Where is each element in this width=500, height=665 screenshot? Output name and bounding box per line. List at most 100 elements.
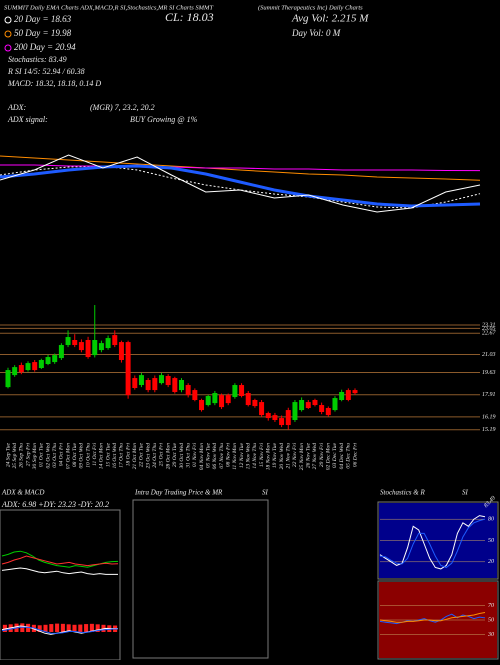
x-tick-label: 06 Dec Fri [352, 443, 358, 468]
candle-body [25, 363, 31, 371]
candle-body [98, 343, 104, 351]
x-tick-label: 11 Oct Fri [92, 443, 98, 466]
y-tick-label: 50 [488, 538, 494, 544]
x-tick-label: 08 Nov Fri [225, 443, 231, 468]
candle-body [205, 396, 211, 406]
x-tick-label: 18 Nov Mon [266, 443, 272, 470]
candle-body [272, 415, 278, 420]
histogram-bar [43, 624, 48, 632]
x-tick-label: 31 Oct Thu [185, 443, 191, 469]
candle-body [352, 390, 358, 394]
y-tick-label: 23.31 [482, 322, 496, 328]
histogram-bar [55, 623, 60, 632]
x-tick-label: 25 Nov Mon [299, 443, 305, 470]
panel [132, 499, 269, 659]
candle-body [145, 380, 151, 391]
x-tick-label: 20 Nov Wed [279, 443, 285, 470]
series-line [379, 612, 486, 623]
series-line [0, 154, 481, 213]
candle-body [305, 402, 311, 408]
candle-body [32, 362, 38, 371]
candle-body [232, 385, 238, 398]
rsi: R SI 14/5: 52.94 / 60.38 [7, 67, 85, 76]
y-tick-label: 70 [488, 603, 494, 609]
legend-entry: 50 Day = 19.98 [14, 28, 72, 38]
adx-values: (MGR) 7, 23.2, 20.2 [90, 103, 155, 112]
y-tick-label: 22.67 [482, 331, 497, 337]
candle-body [45, 357, 51, 364]
x-tick-label: 27 Sep Fri [25, 443, 31, 467]
candle-body [192, 390, 198, 400]
x-tick-label: 07 Nov Thu [219, 443, 225, 469]
candle-body [312, 400, 318, 406]
x-tick-label: 21 Nov Thu [286, 443, 292, 469]
candle-body [239, 385, 245, 396]
close: CL: 18.03 [165, 10, 214, 24]
candle-body [138, 375, 144, 386]
x-tick-label: 28 Oct Mon [165, 443, 171, 470]
candle-body [265, 413, 271, 419]
candle-body [18, 365, 24, 372]
y-tick-label: 16.19 [482, 414, 496, 420]
candle-body [345, 390, 351, 400]
legend-marker [4, 16, 12, 24]
adx-label: ADX: [7, 103, 27, 112]
candle-body [299, 400, 305, 411]
x-tick-label: 14 Nov Thu [251, 443, 258, 469]
candle-body [72, 340, 78, 346]
series-line [0, 155, 481, 181]
candle-body [5, 370, 11, 388]
x-tick-label: 25 Oct Fri [159, 443, 165, 467]
candle-body [132, 378, 138, 388]
x-tick-label: 03 Oct Thu [52, 443, 58, 468]
title: SUMMIT Daily EMA Charts ADX,MACD,R SI,St… [4, 4, 213, 11]
x-tick-label: 19 Nov Tue [272, 442, 278, 468]
x-tick-label: 13 Nov Wed [245, 443, 251, 470]
histogram-bar [72, 624, 77, 632]
x-tick-label: 27 Nov Wed [312, 443, 318, 470]
candle-body [219, 395, 225, 408]
panel-title: Intra Day Trading Price & MR [134, 489, 223, 497]
x-tick-label: 23 Oct Wed [145, 443, 151, 469]
x-tick-label: 26 Sep Thu [19, 443, 25, 468]
x-tick-label: 22 Nov Fri [292, 443, 298, 468]
histogram-bar [60, 623, 65, 632]
x-tick-label: 22 Oct Tue [139, 442, 145, 467]
x-tick-label: 04 Dec Wed [338, 443, 345, 470]
y-tick-label: 15.19 [482, 427, 496, 433]
candle-body [225, 395, 231, 404]
y-tick-label: 21.03 [482, 352, 496, 358]
x-tick-label: 09 Oct Wed [79, 443, 85, 469]
panel-title: ADX & MACD [1, 489, 44, 497]
avg-vol: Avg Vol: 2.215 M [291, 13, 369, 25]
candle-body [332, 398, 338, 411]
candle-body [245, 393, 251, 406]
histogram-bar [26, 623, 31, 632]
legend-entry: 200 Day = 20.94 [14, 42, 76, 52]
histogram-bar [66, 624, 71, 632]
candle-body [78, 342, 84, 351]
x-tick-label: 06 Nov Wed [212, 443, 218, 470]
x-tick-label: 29 Oct Tue [172, 442, 178, 467]
x-tick-label: 30 Sep Mon [32, 443, 38, 471]
y-tick-label: 23.05 [482, 326, 496, 332]
series-line [379, 515, 486, 570]
candle-body [292, 402, 298, 420]
candle-body [118, 342, 124, 360]
candle-body [252, 400, 258, 407]
y-tick-label: 17.91 [482, 392, 496, 398]
x-tick-label: 03 Dec Tue [332, 442, 338, 468]
x-tick-label: 26 Nov Tue [306, 442, 312, 468]
x-tick-label: 07 Oct Mon [65, 443, 71, 470]
x-tick-label: 05 Dec Thu [346, 443, 352, 469]
legend-marker [4, 44, 12, 52]
candle-body [12, 367, 18, 376]
candle-body [65, 337, 71, 346]
series-line [0, 164, 481, 208]
x-tick-label: 30 Oct Wed [179, 443, 185, 470]
candle-body [172, 378, 178, 392]
y-tick-label: 80 [488, 517, 494, 523]
panel-subtitle: SI [462, 489, 469, 497]
legend-marker [4, 30, 12, 38]
y-tick-label: 50 [488, 617, 494, 623]
